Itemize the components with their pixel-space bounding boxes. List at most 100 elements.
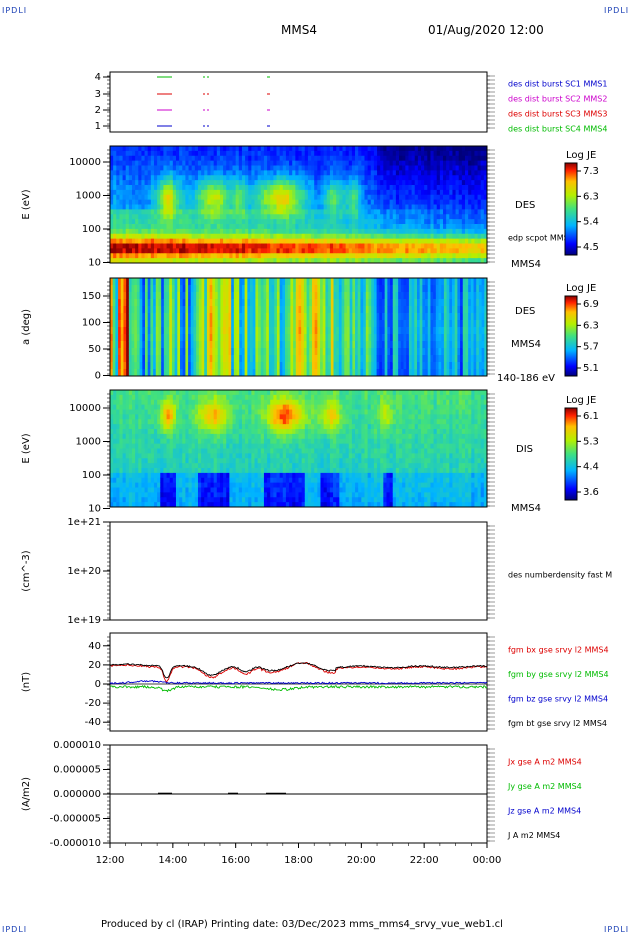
- spectro-cell: [392, 209, 397, 215]
- spectro-cell: [131, 155, 136, 162]
- spectro-cell: [248, 155, 252, 162]
- spectro-cell: [355, 299, 359, 307]
- spectro-cell: [402, 150, 406, 157]
- spectro-cell: [213, 185, 218, 191]
- spectro-cell: [361, 160, 365, 166]
- spectro-cell: [438, 285, 442, 293]
- spectro-cell: [229, 209, 233, 215]
- spectro-cell: [239, 362, 243, 370]
- spectro-cell: [433, 253, 438, 259]
- spectro-cell: [141, 180, 145, 186]
- spectro-cell: [323, 248, 328, 254]
- spectro-cell: [326, 199, 331, 205]
- spectro-cell: [465, 185, 469, 191]
- spectro-cell: [116, 155, 120, 162]
- spectro-cell: [219, 228, 224, 235]
- spectro-cell: [276, 320, 281, 328]
- spectro-cell: [260, 214, 265, 220]
- spectro-cell: [443, 285, 447, 293]
- spectro-cell: [254, 194, 259, 201]
- spectro-cell: [245, 199, 249, 205]
- spectro-cell: [204, 194, 208, 201]
- spectro-cell: [131, 160, 136, 166]
- spectro-cell: [285, 204, 290, 210]
- spectro-cell: [360, 320, 364, 328]
- spectro-cell: [392, 224, 397, 230]
- spectro-cell: [196, 341, 200, 349]
- spectro-cell: [175, 224, 180, 230]
- spectro-cell: [254, 214, 259, 220]
- spectro-cell: [355, 362, 359, 370]
- spectro-cell: [314, 194, 318, 201]
- spectro-cell: [244, 348, 248, 356]
- spectro-cell: [424, 185, 428, 191]
- spectro-cell: [185, 165, 189, 171]
- spectro-cell: [209, 334, 213, 342]
- spectro-cell: [238, 224, 243, 230]
- spectro-cell: [285, 165, 290, 171]
- spectro-cell: [220, 327, 224, 335]
- spectro-cell: [175, 199, 180, 205]
- spectro-cell: [433, 341, 437, 349]
- spectro-cell: [351, 180, 356, 186]
- spectro-cell: [119, 170, 123, 176]
- spectro-cell: [307, 258, 312, 264]
- spectro-cell: [360, 369, 364, 377]
- spectro-cell: [474, 189, 478, 196]
- spectro-cell: [380, 189, 384, 196]
- spectro-cell: [373, 292, 377, 300]
- des-energy-species: DES: [515, 200, 535, 211]
- spectro-cell: [161, 285, 165, 293]
- spectro-cell: [468, 150, 472, 157]
- spectro-cell: [329, 228, 334, 235]
- spectro-cell: [188, 189, 193, 196]
- spectro-cell: [232, 150, 237, 157]
- spectro-cell: [399, 248, 403, 254]
- spectro-cell: [260, 189, 265, 196]
- spectro-cell: [433, 278, 437, 286]
- spectro-cell: [322, 369, 326, 377]
- spectro-cell: [395, 204, 400, 210]
- spectro-cell: [406, 299, 410, 307]
- spectro-cell: [125, 160, 130, 166]
- spectro-cell: [185, 306, 189, 314]
- spectro-cell: [402, 204, 406, 210]
- spectro-cell: [282, 175, 287, 181]
- spectro-cell: [201, 355, 205, 363]
- spectro-cell: [185, 233, 189, 240]
- spectro-cell: [376, 285, 380, 293]
- spectro-cell: [386, 160, 391, 166]
- spectro-cell: [478, 341, 483, 349]
- spectro-cell: [191, 224, 196, 230]
- spectro-cell: [455, 233, 460, 240]
- spectro-cell: [134, 362, 138, 370]
- spectro-cell: [403, 355, 407, 363]
- spectro-cell: [317, 194, 321, 201]
- spectro-cell: [247, 334, 251, 342]
- spectro-cell: [476, 278, 480, 286]
- spectro-cell: [386, 204, 391, 210]
- spectro-cell: [169, 150, 174, 157]
- spectro-cell: [144, 189, 149, 196]
- spectro-cell: [210, 219, 215, 225]
- spectro-cell: [307, 160, 312, 166]
- spectro-cell: [349, 320, 353, 328]
- spectro-cell: [480, 258, 485, 264]
- spectro-cell: [403, 306, 407, 314]
- spectro-cell: [155, 292, 159, 300]
- spectro-cell: [441, 292, 445, 300]
- spectro-cell: [357, 320, 361, 328]
- spectro-cell: [201, 224, 205, 230]
- spectro-cell: [295, 155, 299, 162]
- spectro-cell: [290, 362, 294, 370]
- spectro-cell: [254, 258, 259, 264]
- spectro-cell: [295, 313, 299, 321]
- spectro-cell: [260, 369, 264, 377]
- spectro-cell: [414, 327, 418, 335]
- spectro-cell: [307, 155, 312, 162]
- spectro-cell: [213, 243, 218, 249]
- spectro-cell: [392, 155, 397, 162]
- burst-label-1: des dist burst SC1 MMS1: [508, 80, 607, 89]
- spectro-cell: [213, 189, 218, 196]
- spectro-cell: [320, 253, 325, 259]
